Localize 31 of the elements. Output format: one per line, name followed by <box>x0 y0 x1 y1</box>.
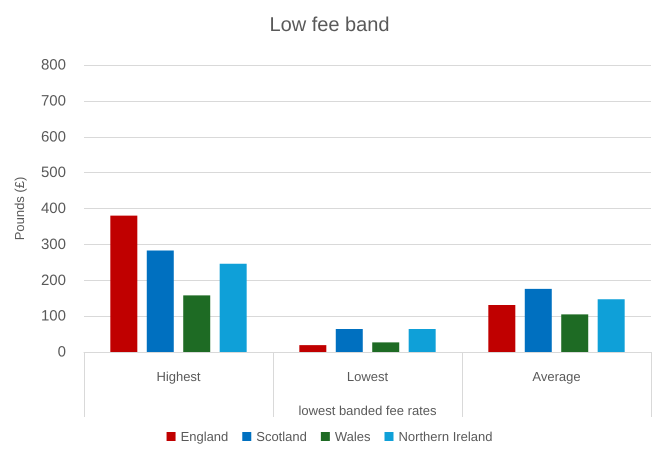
y-tick-label: 300 <box>40 236 66 253</box>
chart-title: Low fee band <box>269 14 390 36</box>
y-axis-title: Pounds (£) <box>12 176 27 240</box>
x-tick-label: Lowest <box>346 369 388 384</box>
legend-label: Northern Ireland <box>398 429 492 444</box>
bar <box>110 216 138 352</box>
y-tick-label: 600 <box>40 128 66 146</box>
legend-label: Scotland <box>256 429 307 444</box>
y-tick-label: 700 <box>40 92 66 110</box>
legend-label: England <box>180 429 228 444</box>
y-tick-label: 400 <box>40 200 66 217</box>
x-axis-title: lowest banded fee rates <box>298 403 438 418</box>
bar <box>561 314 588 352</box>
bar <box>183 295 210 352</box>
legend-label: Wales <box>334 429 371 444</box>
y-tick-label: 0 <box>58 344 66 360</box>
y-tick-label: 500 <box>40 164 66 182</box>
bar <box>336 329 363 352</box>
bar <box>488 305 516 352</box>
y-tick-label: 800 <box>40 56 66 74</box>
bar <box>524 288 552 352</box>
x-tick-label: Average <box>532 369 581 384</box>
bar <box>299 345 326 352</box>
x-tick-label: Highest <box>156 369 201 384</box>
bar <box>598 299 625 352</box>
bar <box>220 264 247 352</box>
bar <box>146 250 174 352</box>
bar <box>372 342 400 352</box>
y-tick-label: 100 <box>40 308 66 325</box>
bar <box>408 329 436 352</box>
y-tick-label: 200 <box>40 272 66 289</box>
